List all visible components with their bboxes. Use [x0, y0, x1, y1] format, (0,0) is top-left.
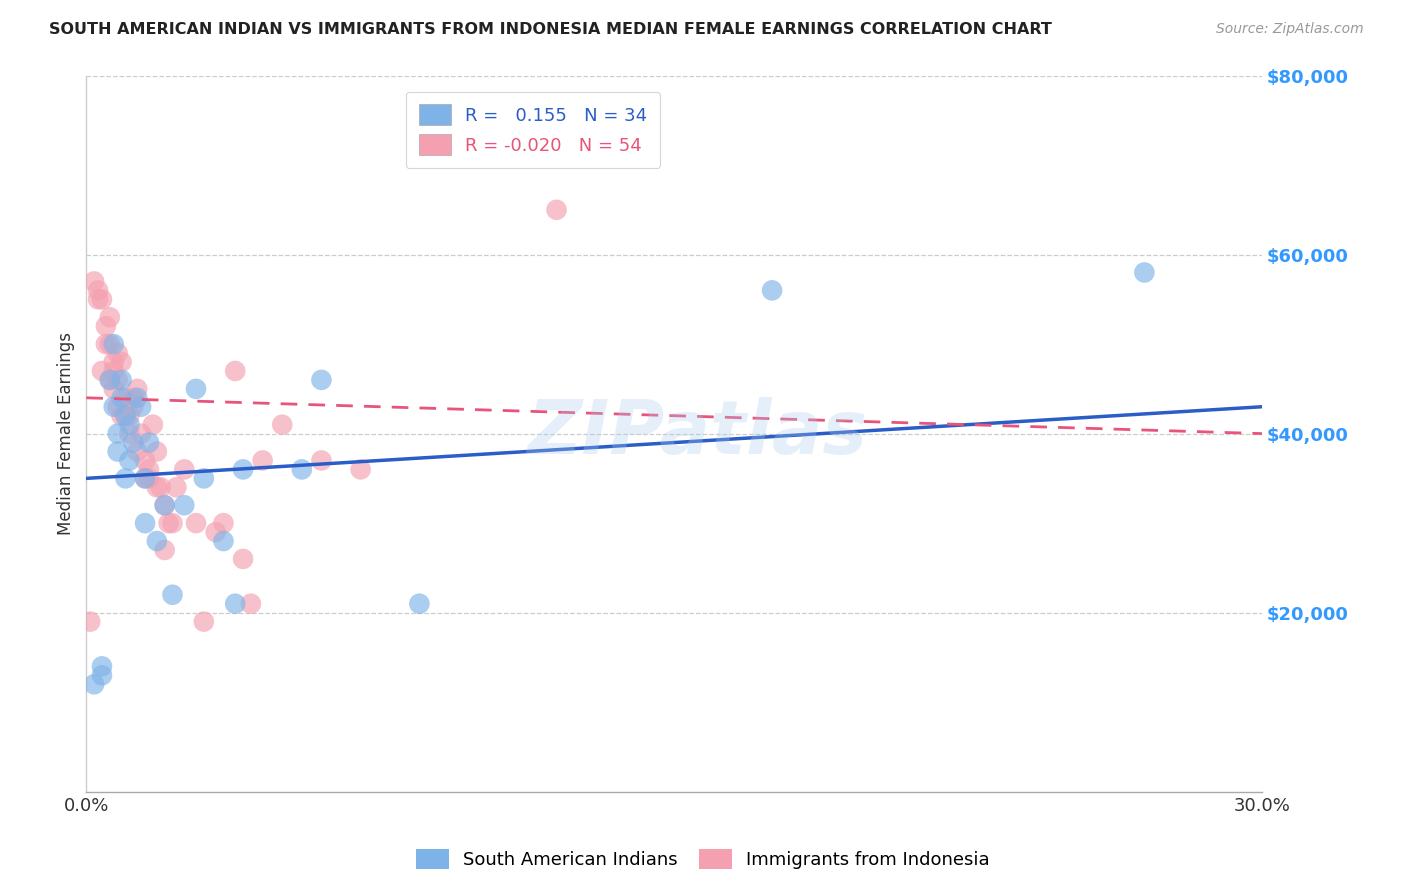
Text: ZIPatlas: ZIPatlas [527, 397, 868, 470]
Point [184, 382, 207, 396]
Point [91, 364, 114, 378]
Point [146, 480, 169, 494]
Point [114, 409, 136, 423]
Point [98, 310, 121, 325]
Point [110, 355, 132, 369]
Point [138, 462, 160, 476]
Point [153, 498, 176, 512]
Point [1133, 265, 1156, 279]
Point [184, 516, 207, 530]
Point [162, 516, 184, 530]
Point [129, 426, 152, 441]
Point [114, 391, 136, 405]
Point [138, 471, 160, 485]
Point [311, 373, 333, 387]
Point [134, 516, 156, 530]
Point [122, 400, 145, 414]
Point [114, 409, 136, 423]
Point [311, 453, 333, 467]
Point [107, 373, 129, 387]
Point [118, 453, 141, 467]
Point [212, 516, 235, 530]
Point [98, 337, 121, 351]
Point [193, 615, 215, 629]
Point [107, 444, 129, 458]
Point [122, 435, 145, 450]
Point [146, 444, 169, 458]
Text: SOUTH AMERICAN INDIAN VS IMMIGRANTS FROM INDONESIA MEDIAN FEMALE EARNINGS CORREL: SOUTH AMERICAN INDIAN VS IMMIGRANTS FROM… [49, 22, 1052, 37]
Point [546, 202, 568, 217]
Point [118, 409, 141, 423]
Point [107, 346, 129, 360]
Point [271, 417, 294, 432]
Point [94, 337, 117, 351]
Point [252, 453, 274, 467]
Point [107, 426, 129, 441]
Point [83, 677, 105, 691]
Point [103, 382, 125, 396]
Point [224, 364, 246, 378]
Text: Source: ZipAtlas.com: Source: ZipAtlas.com [1216, 22, 1364, 37]
Point [91, 293, 114, 307]
Point [118, 417, 141, 432]
Point [173, 462, 195, 476]
Point [127, 391, 149, 405]
Point [204, 525, 226, 540]
Point [129, 400, 152, 414]
Point [142, 417, 165, 432]
Point [87, 284, 110, 298]
Point [165, 480, 187, 494]
Point [134, 471, 156, 485]
Point [103, 364, 125, 378]
Point [127, 444, 149, 458]
Point [153, 543, 176, 558]
Point [212, 534, 235, 549]
Point [98, 373, 121, 387]
Point [162, 588, 184, 602]
Point [98, 373, 121, 387]
Point [94, 319, 117, 334]
Point [79, 615, 101, 629]
Point [157, 516, 180, 530]
Point [173, 498, 195, 512]
Point [107, 400, 129, 414]
Point [193, 471, 215, 485]
Point [408, 597, 430, 611]
Point [232, 552, 254, 566]
Legend: R =   0.155   N = 34, R = -0.020   N = 54: R = 0.155 N = 34, R = -0.020 N = 54 [406, 92, 661, 168]
Point [146, 534, 169, 549]
Point [110, 391, 132, 405]
Point [224, 597, 246, 611]
Legend: South American Indians, Immigrants from Indonesia: South American Indians, Immigrants from … [408, 839, 998, 879]
Point [127, 382, 149, 396]
Point [114, 471, 136, 485]
Y-axis label: Median Female Earnings: Median Female Earnings [58, 332, 75, 535]
Point [349, 462, 371, 476]
Point [761, 284, 783, 298]
Point [239, 597, 262, 611]
Point [103, 337, 125, 351]
Point [153, 498, 176, 512]
Point [110, 409, 132, 423]
Point [232, 462, 254, 476]
Point [291, 462, 314, 476]
Point [91, 659, 114, 673]
Point [134, 453, 156, 467]
Point [122, 391, 145, 405]
Point [83, 274, 105, 288]
Point [103, 355, 125, 369]
Point [110, 373, 132, 387]
Point [134, 471, 156, 485]
Point [91, 668, 114, 682]
Point [103, 400, 125, 414]
Point [138, 435, 160, 450]
Point [149, 480, 172, 494]
Point [87, 293, 110, 307]
Point [118, 426, 141, 441]
